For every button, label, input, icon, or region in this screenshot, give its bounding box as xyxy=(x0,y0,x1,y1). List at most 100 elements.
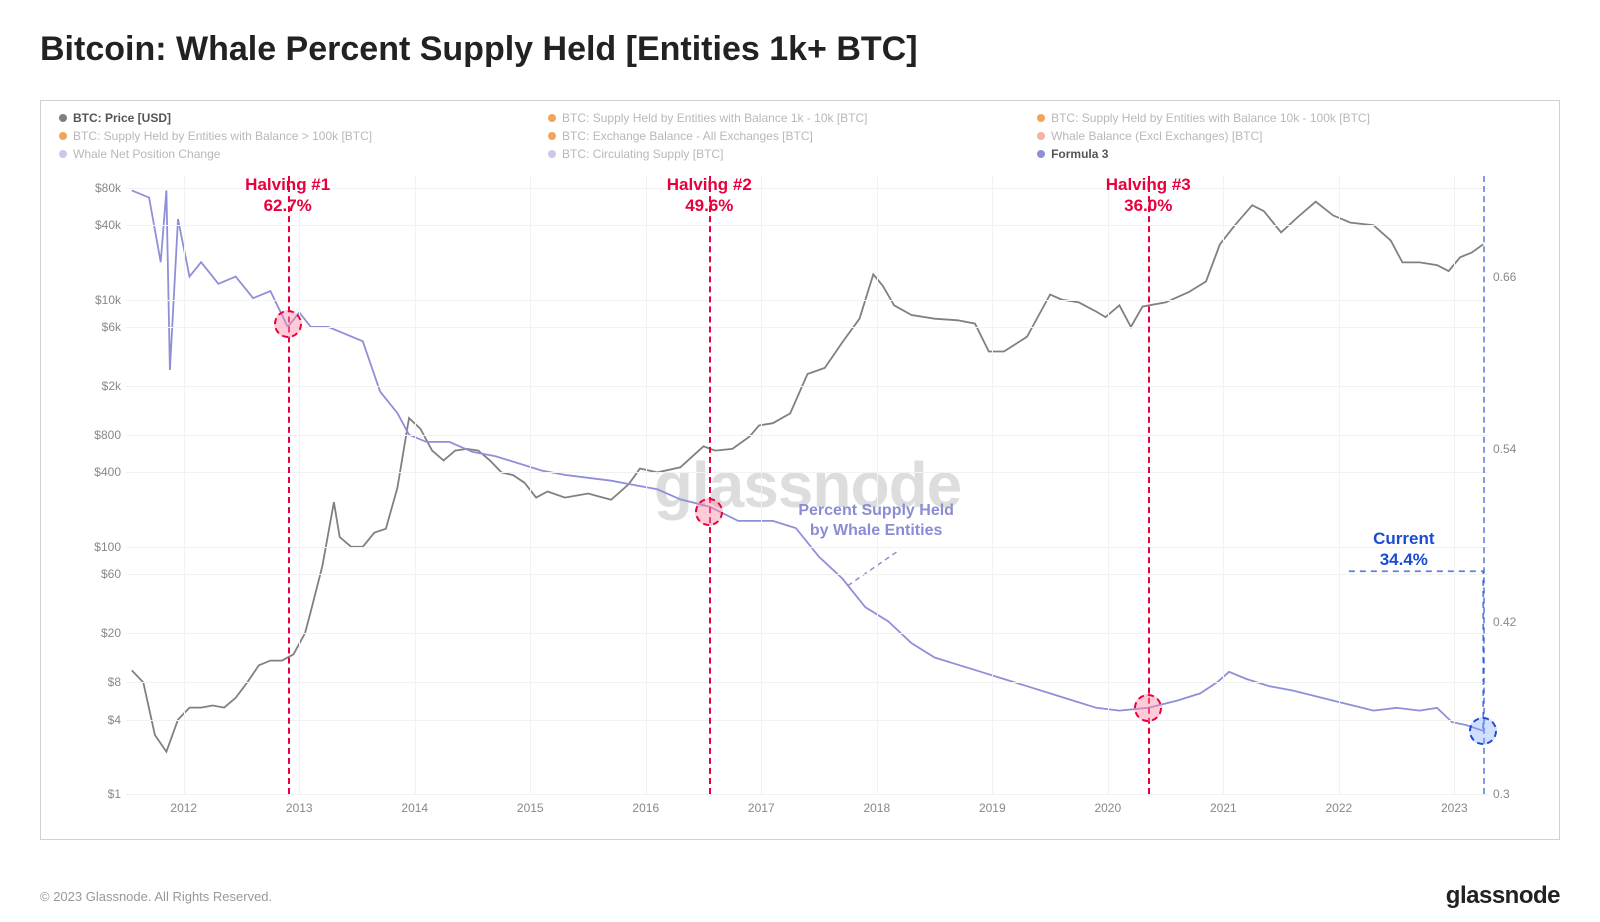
legend-item: Formula 3 xyxy=(1037,145,1526,163)
y-left-tick: $100 xyxy=(94,540,121,554)
halving-label-1: Halving #162.7% xyxy=(218,174,358,217)
halving-label-2: Halving #249.6% xyxy=(639,174,779,217)
halving-line-2 xyxy=(709,176,711,794)
x-tick: 2023 xyxy=(1441,801,1468,815)
gridline-horizontal xyxy=(126,300,1489,301)
h-name: Halving #3 xyxy=(1106,175,1191,194)
supply-label: Percent Supply Held by Whale Entities xyxy=(798,501,954,541)
gridline-vertical xyxy=(530,176,531,794)
legend-label: Whale Balance (Excl Exchanges) [BTC] xyxy=(1051,127,1262,145)
gridline-horizontal xyxy=(126,327,1489,328)
l2: by Whale Entities xyxy=(810,522,942,539)
x-tick: 2021 xyxy=(1210,801,1237,815)
y-left-tick: $2k xyxy=(102,379,121,393)
current-label: Current 34.4% xyxy=(1339,528,1469,571)
legend-label: Formula 3 xyxy=(1051,145,1108,163)
x-tick: 2017 xyxy=(748,801,775,815)
x-tick: 2020 xyxy=(1094,801,1121,815)
legend-label: BTC: Supply Held by Entities with Balanc… xyxy=(1051,109,1370,127)
legend: BTC: Price [USD]BTC: Supply Held by Enti… xyxy=(41,101,1559,167)
gridline-vertical xyxy=(992,176,993,794)
legend-item: BTC: Supply Held by Entities with Balanc… xyxy=(59,127,548,145)
halving-marker-1 xyxy=(274,310,302,338)
legend-dot xyxy=(59,132,67,140)
x-tick: 2015 xyxy=(517,801,544,815)
brand-logo: glassnode xyxy=(1446,882,1560,910)
h-name: Halving #1 xyxy=(245,175,330,194)
gridline-horizontal xyxy=(126,547,1489,548)
legend-label: BTC: Supply Held by Entities with Balanc… xyxy=(73,127,372,145)
current-line xyxy=(1483,176,1485,794)
copyright-footer: © 2023 Glassnode. All Rights Reserved. xyxy=(40,889,272,904)
y-left-tick: $8 xyxy=(108,675,121,689)
chart-title: Bitcoin: Whale Percent Supply Held [Enti… xyxy=(40,30,918,69)
x-tick: 2012 xyxy=(170,801,197,815)
gridline-vertical xyxy=(646,176,647,794)
y-left-tick: $10k xyxy=(95,293,121,307)
gridline-horizontal xyxy=(126,574,1489,575)
h-pct: 49.6% xyxy=(685,196,733,215)
y-axis-left: $1$4$8$20$60$100$400$800$2k$6k$10k$40k$8… xyxy=(81,176,121,794)
gridline-vertical xyxy=(877,176,878,794)
supply-line xyxy=(132,190,1483,730)
current-leader xyxy=(1349,571,1483,731)
gridline-vertical xyxy=(1108,176,1109,794)
legend-dot xyxy=(548,132,556,140)
x-tick: 2018 xyxy=(863,801,890,815)
gridline-horizontal xyxy=(126,794,1489,795)
gridline-vertical xyxy=(761,176,762,794)
legend-dot xyxy=(548,150,556,158)
l1: Percent Supply Held xyxy=(798,502,954,519)
plot-area: glassnode Percent Supply Heldby Whale En… xyxy=(126,176,1489,794)
current-marker xyxy=(1469,717,1497,745)
gridline-horizontal xyxy=(126,682,1489,683)
legend-label: BTC: Circulating Supply [BTC] xyxy=(562,145,723,163)
gridline-horizontal xyxy=(126,633,1489,634)
legend-dot xyxy=(59,150,67,158)
legend-item: Whale Balance (Excl Exchanges) [BTC] xyxy=(1037,127,1526,145)
halving-marker-3 xyxy=(1134,694,1162,722)
y-left-tick: $80k xyxy=(95,181,121,195)
h-pct: 36.0% xyxy=(1124,196,1172,215)
legend-item: BTC: Supply Held by Entities with Balanc… xyxy=(548,109,1037,127)
y-right-tick: 0.42 xyxy=(1493,615,1516,629)
halving-line-1 xyxy=(288,176,290,794)
legend-item: BTC: Exchange Balance - All Exchanges [B… xyxy=(548,127,1037,145)
x-tick: 2014 xyxy=(401,801,428,815)
halving-label-3: Halving #3 36.0% xyxy=(1078,174,1218,217)
legend-item: BTC: Circulating Supply [BTC] xyxy=(548,145,1037,163)
legend-label: BTC: Price [USD] xyxy=(73,109,171,127)
gridline-horizontal xyxy=(126,225,1489,226)
legend-item: BTC: Supply Held by Entities with Balanc… xyxy=(1037,109,1526,127)
legend-item: BTC: Price [USD] xyxy=(59,109,548,127)
c-pct: 34.4% xyxy=(1380,550,1428,569)
legend-dot xyxy=(548,114,556,122)
c-name: Current xyxy=(1373,529,1434,548)
gridline-horizontal xyxy=(126,435,1489,436)
y-left-tick: $800 xyxy=(94,428,121,442)
legend-label: BTC: Exchange Balance - All Exchanges [B… xyxy=(562,127,813,145)
x-tick: 2022 xyxy=(1325,801,1352,815)
gridline-horizontal xyxy=(126,386,1489,387)
chart-frame: BTC: Price [USD]BTC: Supply Held by Enti… xyxy=(40,100,1560,840)
y-axis-right: 0.30.420.540.66 xyxy=(1493,176,1531,794)
gridline-horizontal xyxy=(126,720,1489,721)
y-left-tick: $4 xyxy=(108,713,121,727)
y-right-tick: 0.3 xyxy=(1493,787,1510,801)
y-left-tick: $40k xyxy=(95,218,121,232)
legend-item: Whale Net Position Change xyxy=(59,145,548,163)
y-right-tick: 0.66 xyxy=(1493,270,1516,284)
y-left-tick: $20 xyxy=(101,626,121,640)
gridline-vertical xyxy=(415,176,416,794)
gridline-horizontal xyxy=(126,472,1489,473)
gridline-vertical xyxy=(1223,176,1224,794)
x-tick: 2016 xyxy=(632,801,659,815)
x-axis: 2012201320142015201620172018201920202021… xyxy=(126,801,1489,821)
y-left-tick: $1 xyxy=(108,787,121,801)
x-tick: 2019 xyxy=(979,801,1006,815)
y-left-tick: $60 xyxy=(101,567,121,581)
legend-dot xyxy=(59,114,67,122)
y-right-tick: 0.54 xyxy=(1493,442,1516,456)
legend-dot xyxy=(1037,132,1045,140)
legend-dot xyxy=(1037,150,1045,158)
